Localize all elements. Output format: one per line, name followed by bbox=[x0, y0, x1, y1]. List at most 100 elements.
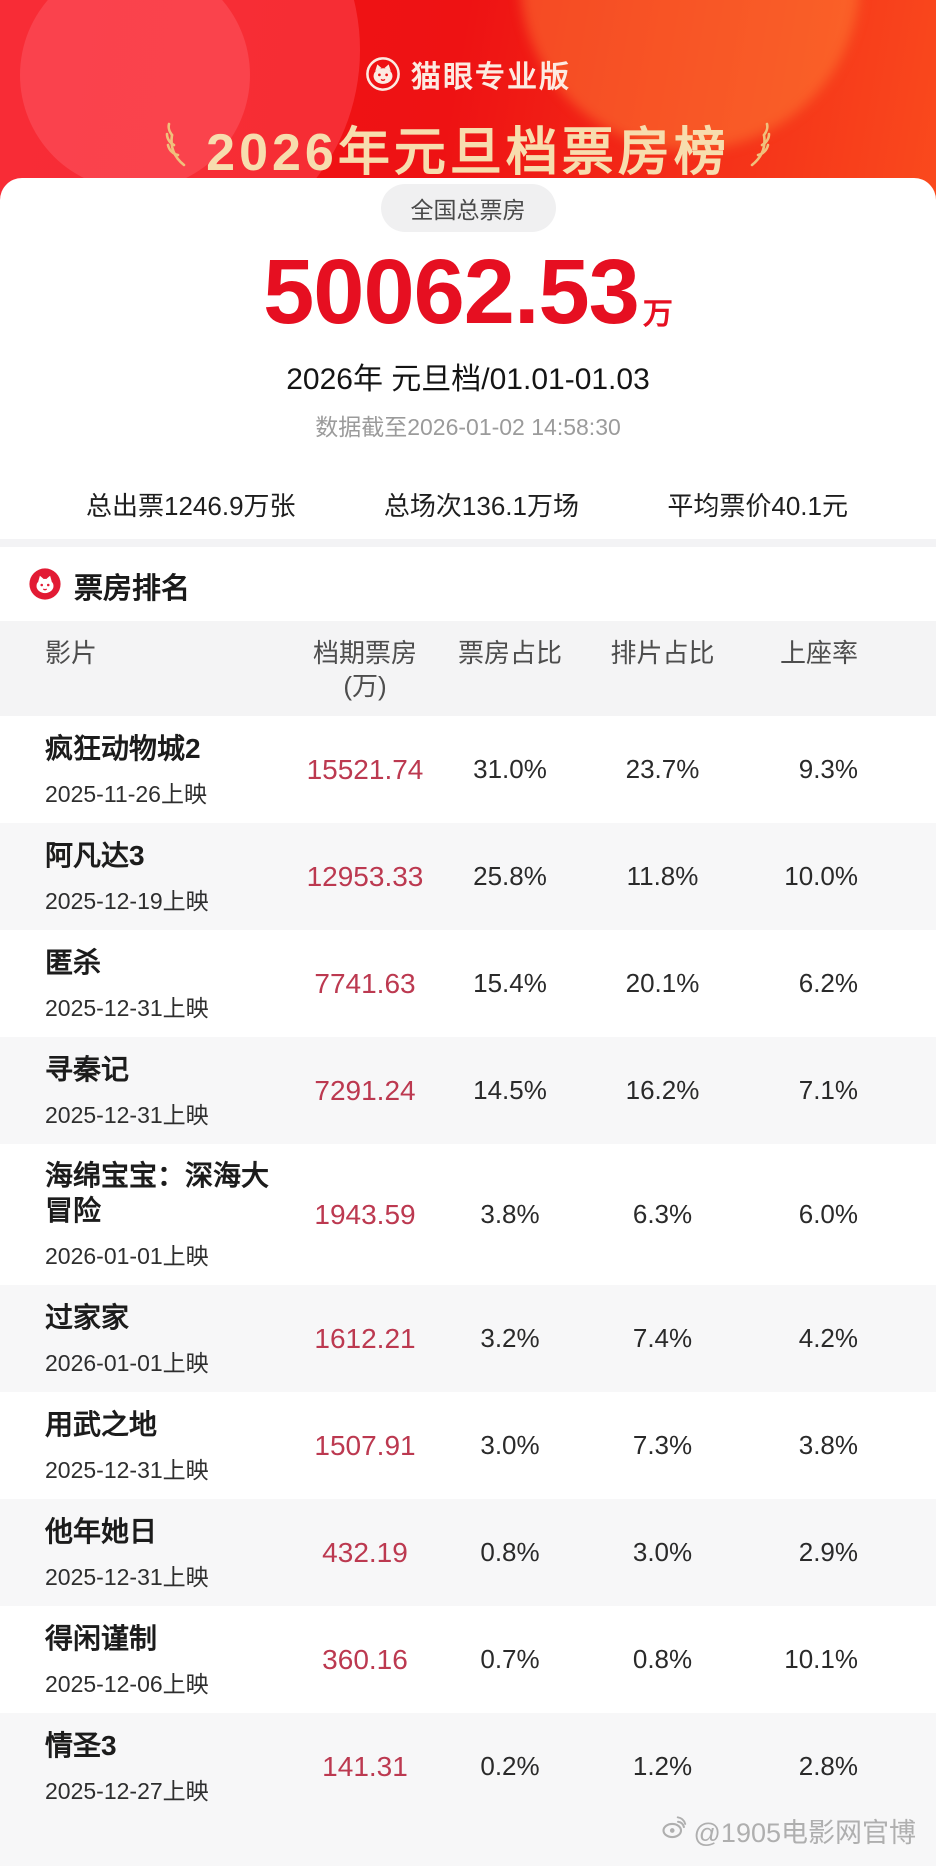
movie-box-office-value: 1943.59 bbox=[314, 1198, 416, 1230]
movie-screen-share: 16.2% bbox=[625, 1075, 700, 1105]
brand-name: 猫眼专业版 bbox=[411, 61, 571, 94]
movie-box-share: 14.5% bbox=[473, 1075, 547, 1105]
movie-occupancy: 2.9% bbox=[798, 1537, 858, 1567]
movie-box-share: 3.2% bbox=[480, 1323, 540, 1353]
laurel-right-icon bbox=[746, 119, 776, 176]
watermark-text: @1905电影网官博 bbox=[693, 1818, 916, 1848]
movie-occupancy: 7.1% bbox=[798, 1075, 858, 1105]
movie-release-date: 2025-12-06上映 bbox=[45, 1670, 209, 1697]
movie-release-date: 2025-11-26上映 bbox=[45, 780, 207, 807]
movie-row[interactable]: 得闲谨制 2025-12-06上映 360.16 0.7% 0.8% 10.1% bbox=[0, 1606, 936, 1713]
movie-release-date: 2025-12-27上映 bbox=[45, 1777, 209, 1804]
movie-row[interactable]: 过家家 2026-01-01上映 1612.21 3.2% 7.4% 4.2% bbox=[0, 1285, 936, 1392]
movie-box-share: 0.8% bbox=[480, 1537, 540, 1567]
movie-box-share: 0.2% bbox=[480, 1751, 540, 1781]
movie-cell: 情圣3 2025-12-27上映 bbox=[45, 1714, 295, 1820]
movie-release-date: 2025-12-31上映 bbox=[45, 1563, 209, 1590]
movie-release-date: 2026-01-01上映 bbox=[45, 1349, 209, 1376]
movie-row[interactable]: 海绵宝宝：深海大冒险 2026-01-01上映 1943.59 3.8% 6.3… bbox=[0, 1144, 936, 1285]
movie-cell: 匿杀 2025-12-31上映 bbox=[45, 931, 295, 1037]
data-cutoff-timestamp: 数据截至2026-01-02 14:58:30 bbox=[315, 414, 621, 440]
section-divider bbox=[0, 539, 936, 547]
movie-box-share: 3.8% bbox=[480, 1199, 540, 1229]
movie-cell: 海绵宝宝：深海大冒险 2026-01-01上映 bbox=[45, 1144, 295, 1285]
movie-title: 过家家 bbox=[45, 1301, 130, 1333]
movie-occupancy: 4.2% bbox=[798, 1323, 858, 1353]
movie-title: 寻秦记 bbox=[45, 1053, 130, 1085]
column-header-movie[interactable]: 影片 bbox=[45, 638, 98, 668]
ranking-section-header: 票房排名 bbox=[0, 547, 936, 621]
column-header-box-office[interactable]: 档期票房 (万) bbox=[295, 637, 435, 702]
period-label: 2026年 元旦档/01.01-01.03 bbox=[286, 363, 650, 396]
movie-release-date: 2025-12-31上映 bbox=[45, 1101, 209, 1128]
ranking-section-title: 票房排名 bbox=[74, 573, 191, 605]
movie-title: 情圣3 bbox=[45, 1729, 117, 1761]
movie-occupancy: 9.3% bbox=[798, 754, 858, 784]
movie-row[interactable]: 疯狂动物城2 2025-11-26上映 15521.74 31.0% 23.7%… bbox=[0, 716, 936, 823]
laurel-left-icon bbox=[160, 119, 190, 176]
movie-screen-share: 11.8% bbox=[626, 861, 699, 891]
movie-title: 海绵宝宝：深海大冒险 bbox=[45, 1160, 270, 1226]
stat-average-price: 平均票价40.1元 bbox=[667, 491, 848, 521]
movie-occupancy: 10.0% bbox=[784, 861, 858, 891]
movie-box-office-value: 15521.74 bbox=[306, 753, 424, 785]
movie-release-date: 2025-12-19上映 bbox=[45, 887, 209, 914]
maoyan-cat-icon bbox=[365, 56, 401, 92]
movie-release-date: 2025-12-31上映 bbox=[45, 1456, 209, 1483]
column-header-screen-share[interactable]: 排片占比 bbox=[610, 638, 715, 668]
movie-box-share: 0.7% bbox=[480, 1644, 540, 1674]
movie-release-date: 2026-01-01上映 bbox=[45, 1243, 209, 1269]
national-total-badge: 全国总票房 bbox=[380, 184, 556, 232]
movie-title: 匿杀 bbox=[45, 946, 102, 978]
stat-tickets-sold: 总出票1246.9万张 bbox=[86, 491, 296, 521]
page-title: 2026年元旦档票房榜 bbox=[206, 124, 730, 182]
maoyan-rank-icon bbox=[28, 567, 62, 606]
weibo-icon bbox=[660, 1813, 688, 1848]
movie-screen-share: 0.8% bbox=[632, 1644, 693, 1674]
movie-box-share: 3.0% bbox=[480, 1430, 540, 1460]
movie-cell: 他年她日 2025-12-31上映 bbox=[45, 1500, 295, 1606]
movie-cell: 过家家 2026-01-01上映 bbox=[45, 1286, 295, 1392]
movie-cell: 用武之地 2025-12-31上映 bbox=[45, 1393, 295, 1499]
movie-title: 他年她日 bbox=[45, 1515, 158, 1547]
movie-row[interactable]: 情圣3 2025-12-27上映 141.31 0.2% 1.2% 2.8% bbox=[0, 1713, 936, 1820]
movie-title: 阿凡达3 bbox=[45, 839, 145, 871]
movie-box-office-value: 7291.24 bbox=[314, 1074, 416, 1106]
movie-cell: 阿凡达3 2025-12-19上映 bbox=[45, 824, 295, 930]
movie-row[interactable]: 匿杀 2025-12-31上映 7741.63 15.4% 20.1% 6.2% bbox=[0, 930, 936, 1037]
movie-box-office-value: 141.31 bbox=[322, 1750, 408, 1782]
movie-box-share: 25.8% bbox=[473, 861, 547, 891]
movie-row[interactable]: 用武之地 2025-12-31上映 1507.91 3.0% 7.3% 3.8% bbox=[0, 1392, 936, 1499]
total-box-office-value: 50062.53 bbox=[263, 241, 640, 343]
summary-card: 全国总票房 50062.53 万 2026年 元旦档/01.01-01.03 数… bbox=[0, 178, 936, 1866]
movie-occupancy: 2.8% bbox=[798, 1751, 858, 1781]
brand-row: 猫眼专业版 bbox=[0, 0, 936, 96]
movie-row[interactable]: 阿凡达3 2025-12-19上映 12953.33 25.8% 11.8% 1… bbox=[0, 823, 936, 930]
movie-box-office-value: 360.16 bbox=[322, 1643, 408, 1675]
stat-total-showings: 总场次136.1万场 bbox=[383, 491, 579, 521]
movie-screen-share: 7.4% bbox=[632, 1323, 693, 1353]
movie-occupancy: 6.0% bbox=[798, 1199, 858, 1229]
column-header-occupancy[interactable]: 上座率 bbox=[779, 638, 858, 668]
total-box-office: 50062.53 万 bbox=[0, 246, 936, 338]
movie-cell: 寻秦记 2025-12-31上映 bbox=[45, 1038, 295, 1144]
movie-title: 得闲谨制 bbox=[45, 1622, 158, 1654]
movie-cell: 疯狂动物城2 2025-11-26上映 bbox=[45, 717, 295, 823]
movie-screen-share: 23.7% bbox=[625, 754, 700, 784]
movie-box-office-value: 1612.21 bbox=[314, 1322, 416, 1354]
total-box-office-unit: 万 bbox=[642, 298, 673, 331]
movie-row[interactable]: 寻秦记 2025-12-31上映 7291.24 14.5% 16.2% 7.1… bbox=[0, 1037, 936, 1144]
movie-box-office-value: 1507.91 bbox=[314, 1429, 416, 1461]
ranking-table-body: 疯狂动物城2 2025-11-26上映 15521.74 31.0% 23.7%… bbox=[0, 716, 936, 1820]
movie-row[interactable]: 他年她日 2025-12-31上映 432.19 0.8% 3.0% 2.9% bbox=[0, 1499, 936, 1606]
column-header-box-share[interactable]: 票房占比 bbox=[457, 638, 562, 668]
movie-box-share: 31.0% bbox=[473, 754, 547, 784]
watermark: @1905电影网官博 bbox=[660, 1811, 916, 1850]
table-header-row: 影片 档期票房 (万) 票房占比 排片占比 上座率 bbox=[0, 621, 936, 716]
movie-screen-share: 3.0% bbox=[632, 1537, 693, 1567]
movie-occupancy: 10.1% bbox=[784, 1644, 858, 1674]
movie-screen-share: 6.3% bbox=[632, 1199, 693, 1229]
movie-screen-share: 7.3% bbox=[632, 1430, 693, 1460]
movie-box-office-value: 12953.33 bbox=[306, 860, 424, 892]
